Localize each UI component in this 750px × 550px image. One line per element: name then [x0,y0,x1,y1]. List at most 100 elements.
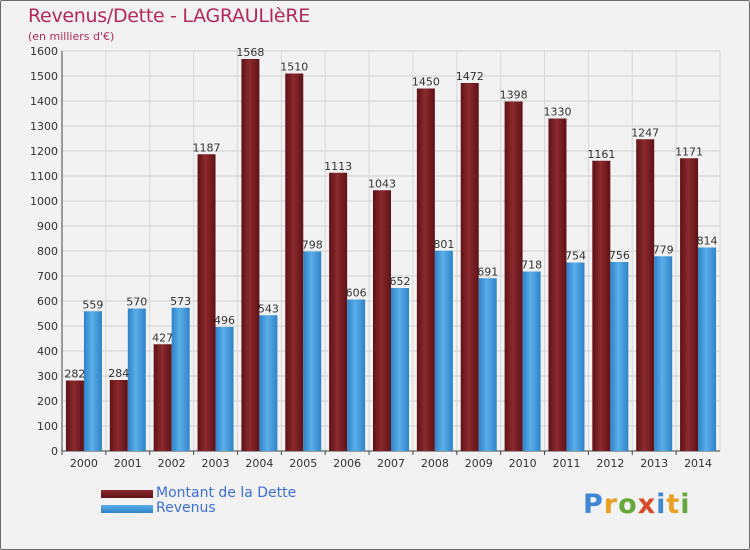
bars [65,59,717,451]
bar-revenus [127,308,146,451]
data-label: 284 [108,367,129,380]
bar-revenus [610,262,629,451]
x-tick-label: 2001 [114,457,142,470]
bar-dette [416,88,435,451]
data-label: 798 [302,239,323,252]
logo-letter: o [618,489,638,520]
x-tick-label: 2009 [465,457,493,470]
data-label: 606 [346,287,367,300]
bar-revenus [654,256,673,451]
data-label: 1568 [236,46,264,59]
data-label: 1450 [412,76,440,89]
data-label: 559 [82,298,103,311]
y-tick-label: 900 [37,220,58,233]
y-tick-label: 1300 [30,120,58,133]
bar-dette [153,344,172,451]
y-tick-label: 600 [37,295,58,308]
bar-dette [285,73,304,451]
data-label: 282 [64,368,85,381]
x-tick-label: 2010 [509,457,537,470]
y-tick-label: 100 [37,420,58,433]
bar-dette [109,380,128,451]
legend-swatch-revenus [101,505,153,513]
bar-dette [592,160,611,451]
data-label: 1043 [368,177,396,190]
bar-revenus [215,327,234,451]
bar-revenus [522,271,541,451]
bar-revenus [478,278,497,451]
x-tick-label: 2008 [421,457,449,470]
bar-revenus [83,311,102,451]
bar-revenus [303,251,322,451]
y-tick-label: 1600 [30,45,58,58]
bar-dette [460,83,479,451]
bar-revenus [347,299,366,451]
data-label: 801 [433,238,454,251]
data-label: 1187 [193,141,221,154]
data-label: 427 [152,331,173,344]
logo-letter: P [583,489,604,520]
logo-letter: t [666,489,681,520]
y-tick-label: 1500 [30,70,58,83]
y-tick-label: 1200 [30,145,58,158]
bar-dette [680,158,699,451]
data-label: 718 [521,259,542,272]
bar-revenus [434,250,453,451]
bar-revenus [259,315,278,451]
x-tick-label: 2011 [552,457,580,470]
x-tick-label: 2014 [684,457,712,470]
bar-revenus [391,288,409,451]
bar-dette [241,59,260,451]
chart-title: Revenus/Dette - LAGRAULIèRE [28,5,310,27]
data-label: 754 [565,250,586,263]
bar-dette [548,118,567,451]
bar-revenus [566,262,585,451]
bar-dette [65,380,84,451]
chart-subtitle: (en milliers d'€) [28,30,115,43]
data-label: 1247 [631,126,659,139]
bar-dette [504,101,523,451]
data-label: 1472 [456,70,484,83]
x-tick-label: 2013 [640,457,668,470]
proxiti-logo: Proxiti [583,489,691,520]
legend-swatch-debt [101,490,153,498]
data-label: 652 [390,275,411,288]
y-tick-label: 1100 [30,170,58,183]
y-tick-label: 1400 [30,95,58,108]
y-tick-label: 700 [37,270,58,283]
y-tick-label: 400 [37,345,58,358]
x-tick-label: 2000 [70,457,98,470]
data-label: 1113 [324,160,352,173]
y-tick-label: 0 [51,445,58,458]
data-label: 496 [214,314,235,327]
data-label: 1398 [500,89,528,102]
data-label: 1171 [675,145,703,158]
x-tick-label: 2006 [333,457,361,470]
data-labels: 282 284 427 1187 1568 1510 1113 1043 1450 1472 139… [64,46,717,381]
y-tick-label: 800 [37,245,58,258]
x-tick-label: 2007 [377,457,405,470]
data-label: 691 [477,265,498,278]
y-tick-label: 500 [37,320,58,333]
data-label: 1510 [280,61,308,74]
x-tick-label: 2012 [596,457,624,470]
data-label: 756 [609,249,630,262]
data-label: 570 [126,296,147,309]
data-label: 814 [697,235,718,248]
logo-letter: r [603,489,619,520]
bar-dette [197,154,216,451]
data-label: 573 [170,295,191,308]
logo-letter: i [680,489,691,520]
logo-letter: x [637,489,657,520]
data-label: 779 [653,243,674,256]
legend-label-debt: Montant de la Dette [156,485,297,501]
bar-dette [373,190,391,451]
data-label: 1161 [587,148,615,161]
legend-label-revenus: Revenus [156,500,216,516]
x-tick-label: 2002 [158,457,186,470]
data-label: 1330 [543,106,571,119]
y-tick-label: 300 [37,370,58,383]
bar-revenus [698,247,717,451]
bar-revenus [171,307,190,451]
